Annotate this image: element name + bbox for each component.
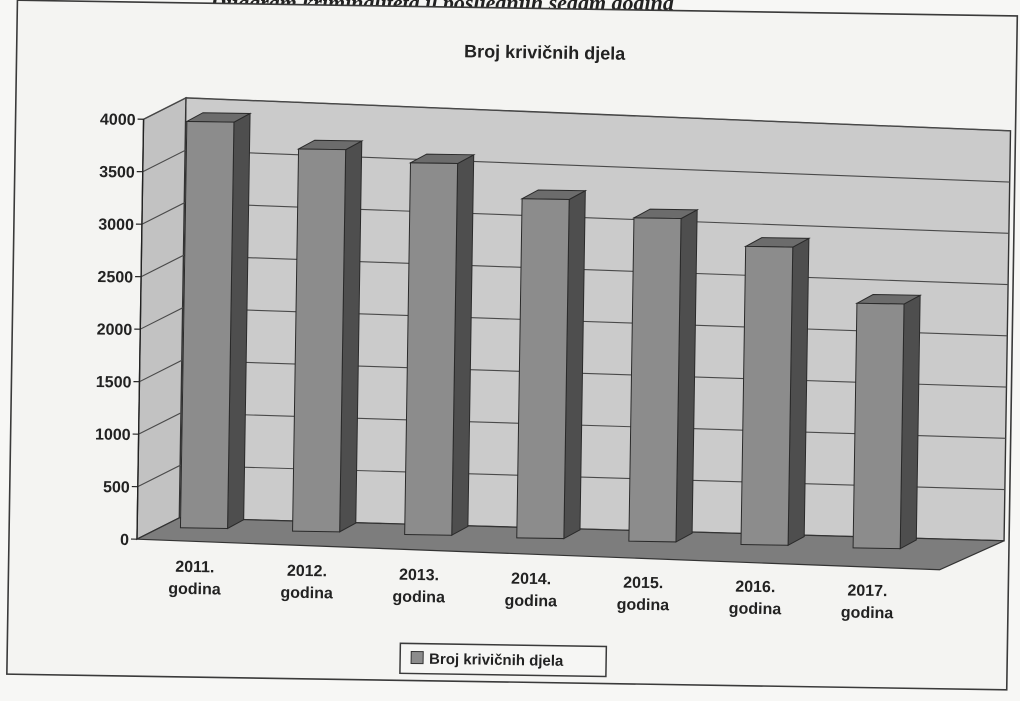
gridline <box>138 412 1006 439</box>
y-tick-label: 3500 <box>99 164 135 182</box>
legend-label: Broj krivičnih djela <box>429 651 564 670</box>
y-tick-label: 4000 <box>100 112 136 130</box>
y-tick-label: 1500 <box>96 374 132 392</box>
gridline <box>140 254 1009 286</box>
gridline <box>142 149 1010 183</box>
floor <box>136 517 1005 571</box>
bar <box>628 217 682 543</box>
legend: Broj krivičnih djela <box>399 642 608 678</box>
plot-area <box>136 96 1012 571</box>
x-tick-label: 2014.godina <box>504 571 557 611</box>
gridline <box>141 202 1009 234</box>
bar <box>516 198 570 540</box>
x-axis: 2011.godina 2012.godina 2013.godina 2014.go… <box>168 559 894 622</box>
y-tick-label: 3000 <box>98 217 134 235</box>
gridline <box>140 307 1008 337</box>
y-tick-label: 500 <box>103 479 130 496</box>
x-tick-label: 2013.godina <box>392 567 445 607</box>
y-axis-line <box>136 119 145 540</box>
x-tick-label: 2015.godina <box>617 575 670 615</box>
x-tick-label: 2011.godina <box>168 559 221 599</box>
y-tick-label: 2500 <box>97 269 133 287</box>
gridline <box>137 464 1005 491</box>
legend-swatch <box>410 650 424 665</box>
chart-title: Broj krivičnih djela <box>464 41 626 64</box>
legend-box <box>399 642 608 678</box>
bar <box>852 302 905 550</box>
bar <box>179 120 235 529</box>
gridline <box>139 359 1007 388</box>
y-tick-label: 0 <box>120 532 129 549</box>
y-axis: 0 500 1000 1500 2000 2500 3000 3500 4000 <box>95 112 145 549</box>
gridline <box>143 97 1011 132</box>
bar <box>740 245 794 546</box>
x-tick-label: 2017.godina <box>841 582 894 622</box>
x-tick-label: 2016.godina <box>729 578 782 618</box>
y-tick-label: 2000 <box>97 322 133 340</box>
bar <box>404 162 459 536</box>
x-tick-label: 2012.godina <box>280 563 333 603</box>
bar <box>292 148 347 533</box>
y-tick-label: 1000 <box>95 426 131 444</box>
